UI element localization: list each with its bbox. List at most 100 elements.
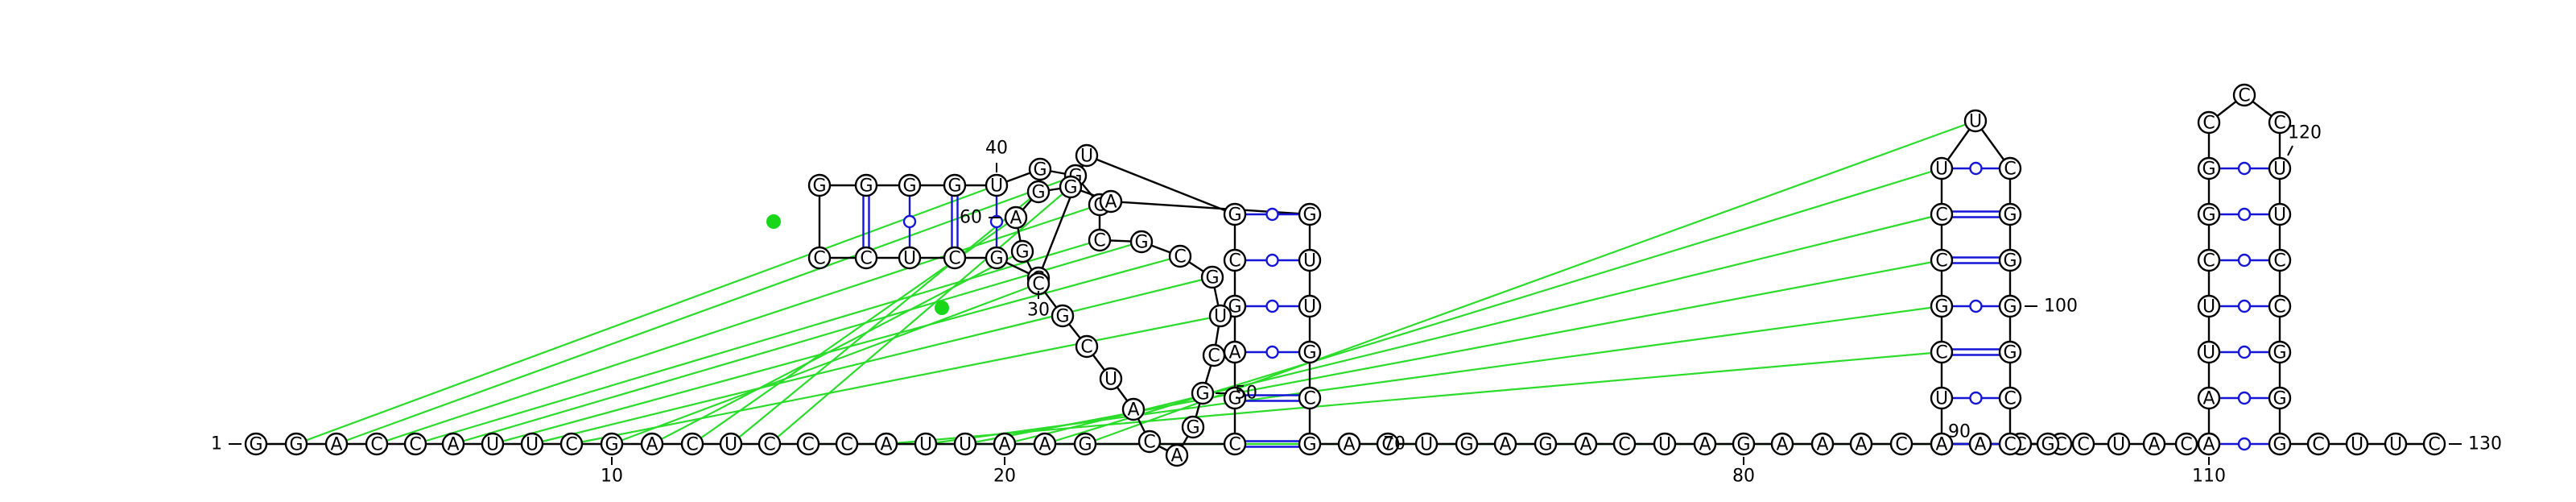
nucleotide-letter: U bbox=[1969, 112, 1982, 132]
nucleotide-letter: A bbox=[1343, 435, 1355, 455]
nucleotide: C bbox=[1998, 386, 2022, 410]
nucleotide-letter: A bbox=[1974, 435, 1986, 455]
position-label: 90 bbox=[1948, 422, 1971, 442]
wobble-pair-marker bbox=[1265, 253, 1279, 268]
nucleotide-letter: C bbox=[1228, 251, 1241, 272]
nucleotide-letter: G bbox=[1205, 268, 1219, 288]
nucleotide: G bbox=[1998, 294, 2022, 318]
nucleotide: U bbox=[2197, 294, 2221, 318]
tertiary-links bbox=[295, 119, 2061, 446]
nucleotide-letter: A bbox=[2148, 435, 2160, 455]
nucleotide-circle bbox=[1298, 432, 1322, 456]
nucleotide-letter: A bbox=[646, 435, 658, 455]
nucleotide-circle bbox=[1998, 248, 2022, 272]
nucleotide-letter: A bbox=[1009, 209, 1022, 229]
nucleotide-circle bbox=[1298, 340, 1322, 364]
nucleotide-circle bbox=[1998, 202, 2022, 226]
nucleotide: G bbox=[1010, 239, 1034, 263]
position-label: 80 bbox=[1732, 467, 1755, 487]
nucleotide-letter: C bbox=[1174, 247, 1186, 268]
tertiary-link bbox=[1004, 213, 1942, 446]
nucleotide: C bbox=[1202, 343, 1226, 367]
nucleotide-circle bbox=[640, 432, 664, 456]
nucleotide-circle bbox=[1889, 432, 1913, 456]
nucleotide-letter: A bbox=[447, 435, 459, 455]
nucleotide: C bbox=[1998, 156, 2022, 180]
nucleotide-letter: C bbox=[1935, 343, 1947, 363]
nucleotide: U bbox=[985, 173, 1009, 197]
nucleotide-letter: G bbox=[605, 435, 618, 455]
nucleotide-circle bbox=[796, 432, 820, 456]
nucleotide-letter: C bbox=[2004, 160, 2016, 180]
nucleotide: A bbox=[993, 432, 1017, 456]
nucleotide-letter: G bbox=[859, 176, 873, 197]
nucleotide-circle bbox=[1026, 180, 1051, 204]
tertiary-link bbox=[376, 203, 1100, 446]
nucleotide-circle bbox=[1208, 304, 1232, 328]
nucleotide-letter: C bbox=[2077, 435, 2089, 455]
nucleotide-letter: C bbox=[1032, 275, 1044, 295]
nucleotide-circle bbox=[1574, 432, 1598, 456]
nucleotide-letter: C bbox=[565, 435, 577, 455]
nucleotide: C bbox=[1223, 432, 1247, 456]
nucleotide-letter: U bbox=[2389, 435, 2402, 455]
nucleotide-circle bbox=[2268, 156, 2292, 180]
nucleotide-letter: U bbox=[919, 435, 932, 455]
nucleotide: U bbox=[1414, 432, 1439, 456]
nucleotide-circle bbox=[1534, 432, 1558, 456]
wobble-pair-marker bbox=[1969, 391, 1983, 405]
nucleotide-letter: A bbox=[1038, 435, 1051, 455]
tertiary-link bbox=[886, 351, 1942, 446]
nucleotide: C bbox=[1930, 248, 1954, 272]
nucleotide-letter: G bbox=[2273, 343, 2286, 363]
nucleotide: G bbox=[1930, 294, 1954, 318]
nucleotide-letter: U bbox=[1420, 435, 1433, 455]
nucleotide: G bbox=[1073, 432, 1097, 456]
nucleotide: C bbox=[1930, 202, 1954, 226]
nucleotide-circle bbox=[2142, 432, 2166, 456]
nucleotide-circle bbox=[600, 432, 624, 456]
nucleotide-letter: A bbox=[1816, 435, 1828, 455]
nucleotide: C bbox=[1998, 432, 2022, 456]
backbone-segment bbox=[1110, 200, 1311, 216]
nucleotide-letter: C bbox=[2202, 114, 2215, 134]
nucleotide-circle bbox=[2268, 386, 2292, 410]
position-label: 50 bbox=[1235, 384, 1257, 404]
nucleotide: U bbox=[2268, 156, 2292, 180]
nucleotide-circle bbox=[2268, 202, 2292, 226]
wobble-pair-marker bbox=[902, 214, 917, 229]
nucleotide-circle bbox=[1998, 340, 2022, 364]
nucleotide-letter: G bbox=[1033, 160, 1046, 180]
nucleotide-circle bbox=[441, 432, 465, 456]
nucleotide-letter: U bbox=[1303, 251, 1316, 272]
nucleotide-letter: C bbox=[2273, 297, 2285, 317]
nucleotide: U bbox=[1075, 143, 1099, 168]
nucleotide-letter: C bbox=[2180, 435, 2192, 455]
nucleotide-circle bbox=[807, 246, 832, 270]
wobble-pair-marker bbox=[1265, 207, 1279, 222]
wobble-pair-marker bbox=[2237, 253, 2252, 268]
nucleotide-circle bbox=[2197, 202, 2221, 226]
nucleotide-letter: G bbox=[1228, 389, 1241, 409]
nucleotide: G bbox=[1998, 202, 2022, 226]
highlight-dot bbox=[935, 301, 949, 315]
nucleotide-letter: G bbox=[947, 176, 961, 197]
position-label: 120 bbox=[2288, 123, 2322, 143]
backbone bbox=[256, 94, 2434, 457]
nucleotide-letter: U bbox=[2202, 343, 2215, 363]
nucleotide-circle bbox=[1998, 432, 2022, 456]
nucleotide-circle bbox=[1493, 432, 1517, 456]
nucleotide: G bbox=[1028, 157, 1052, 181]
nucleotide-circle bbox=[1298, 386, 1322, 410]
nucleotide: A bbox=[2197, 432, 2221, 456]
nucleotide: U bbox=[520, 432, 544, 456]
nucleotide-circle bbox=[1930, 248, 1954, 272]
nucleotide: G bbox=[1026, 180, 1051, 204]
nucleotide-circle bbox=[1121, 397, 1146, 421]
nucleotide: G bbox=[2268, 340, 2292, 364]
nucleotide-letter: G bbox=[2041, 435, 2054, 455]
nucleotide-letter: C bbox=[2004, 389, 2016, 409]
nucleotide: A bbox=[324, 432, 349, 456]
